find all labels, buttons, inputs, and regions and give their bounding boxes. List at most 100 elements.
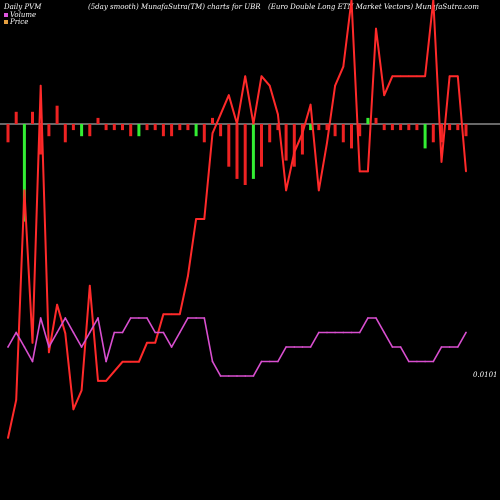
volume-bar xyxy=(194,124,198,137)
pvm-line-point xyxy=(23,346,26,348)
volume-bar xyxy=(382,124,386,131)
pvm-line-point xyxy=(456,346,459,348)
price-line-point xyxy=(416,75,418,78)
price-line-point xyxy=(448,75,451,78)
pvm-line-point xyxy=(268,360,271,363)
legend-volume-swatch xyxy=(4,13,8,17)
price-line-point xyxy=(424,75,426,78)
pvm-line-point xyxy=(113,331,116,334)
pvm-line-point xyxy=(178,331,181,334)
volume-bar xyxy=(161,124,165,137)
pvm-line-point xyxy=(367,317,369,319)
pvm-line-point xyxy=(138,317,140,319)
price-line-point xyxy=(375,27,377,30)
price-line-point xyxy=(227,94,230,97)
volume-bar xyxy=(121,124,124,131)
last-value-label: 0.0101 xyxy=(473,371,498,379)
volume-bar xyxy=(55,105,59,124)
volume-bar xyxy=(22,124,26,222)
volume-bar xyxy=(407,124,411,131)
price-line-point xyxy=(252,122,255,125)
volume-bar xyxy=(399,124,403,131)
price-line-point xyxy=(162,313,165,316)
volume-bar xyxy=(88,124,92,137)
volume-bar xyxy=(137,124,141,137)
pvm-line-point xyxy=(129,317,132,319)
pvm-line-point xyxy=(146,317,148,319)
pvm-line-point xyxy=(64,317,67,319)
volume-bar xyxy=(390,124,394,131)
price-line-point xyxy=(64,332,67,335)
header-middle-text: (5day smooth) MunafaSutra(TM) charts for… xyxy=(88,3,261,11)
volume-bar xyxy=(243,124,247,185)
volume-bar xyxy=(63,124,67,143)
volume-bar xyxy=(284,124,288,161)
price-line-point xyxy=(383,94,386,97)
price-line-point xyxy=(350,0,353,1)
price-line-point xyxy=(367,170,369,173)
pvm-line-point xyxy=(285,346,287,348)
pvm-line-point xyxy=(334,331,336,334)
price-line-point xyxy=(358,170,361,173)
price-line-point xyxy=(219,113,222,116)
price-line-point xyxy=(195,218,198,220)
legend-volume-label: Volume xyxy=(10,11,36,19)
price-series xyxy=(7,0,467,439)
pvm-line-point xyxy=(244,375,247,377)
header-right-text: (Euro Double Long ETN Market Vectors) Mu… xyxy=(268,3,479,11)
pvm-line-point xyxy=(465,331,467,334)
price-line-point xyxy=(48,351,50,354)
volume-bar xyxy=(153,124,157,131)
price-line-point xyxy=(465,170,467,173)
volume-bar xyxy=(219,124,223,137)
pvm-line-point xyxy=(154,331,157,334)
volume-bar xyxy=(104,124,108,131)
pvm-line-point xyxy=(399,346,402,348)
pvm-line-point xyxy=(80,346,83,348)
price-line-point xyxy=(244,75,247,78)
price-line-point xyxy=(56,303,58,306)
pvm-line-point xyxy=(342,331,345,334)
price-line-point xyxy=(432,0,435,1)
price-line-point xyxy=(236,122,238,125)
pvm-line-point xyxy=(15,331,18,334)
volume-bar xyxy=(39,124,43,155)
pvm-line-point xyxy=(326,331,328,334)
price-line-point xyxy=(72,408,75,411)
volume-bar xyxy=(341,124,345,143)
price-line-point xyxy=(301,132,304,135)
volume-bar xyxy=(14,111,18,124)
price-line-point xyxy=(268,84,271,87)
volume-bar xyxy=(366,117,370,124)
pvm-line-point xyxy=(105,360,107,363)
price-line-point xyxy=(309,103,312,106)
pvm-line-point xyxy=(350,331,353,334)
price-line-point xyxy=(334,84,336,87)
price-line-point xyxy=(317,189,320,192)
volume-bar xyxy=(300,124,304,155)
volume-bar xyxy=(448,124,452,131)
price-line-point xyxy=(440,161,443,163)
volume-bar xyxy=(423,124,427,149)
pvm-line-point xyxy=(97,317,99,319)
volume-bar xyxy=(333,124,337,137)
price-line-point xyxy=(31,341,34,344)
price-line-point xyxy=(88,284,91,287)
price-line-point xyxy=(342,65,345,68)
pvm-line-point xyxy=(121,331,124,334)
legend-price-swatch xyxy=(4,20,8,24)
volume-bar xyxy=(112,124,116,131)
price-line-point xyxy=(211,132,214,135)
volume-bar xyxy=(251,124,255,179)
pvm-line-point xyxy=(358,331,361,334)
volume-bar xyxy=(317,124,321,131)
price-line-point xyxy=(105,380,107,382)
price-line-point xyxy=(129,360,132,363)
pvm-line-point xyxy=(211,360,214,363)
pvm-line-point xyxy=(252,375,255,377)
volume-bar xyxy=(96,117,100,124)
pvm-line-point xyxy=(375,317,377,319)
